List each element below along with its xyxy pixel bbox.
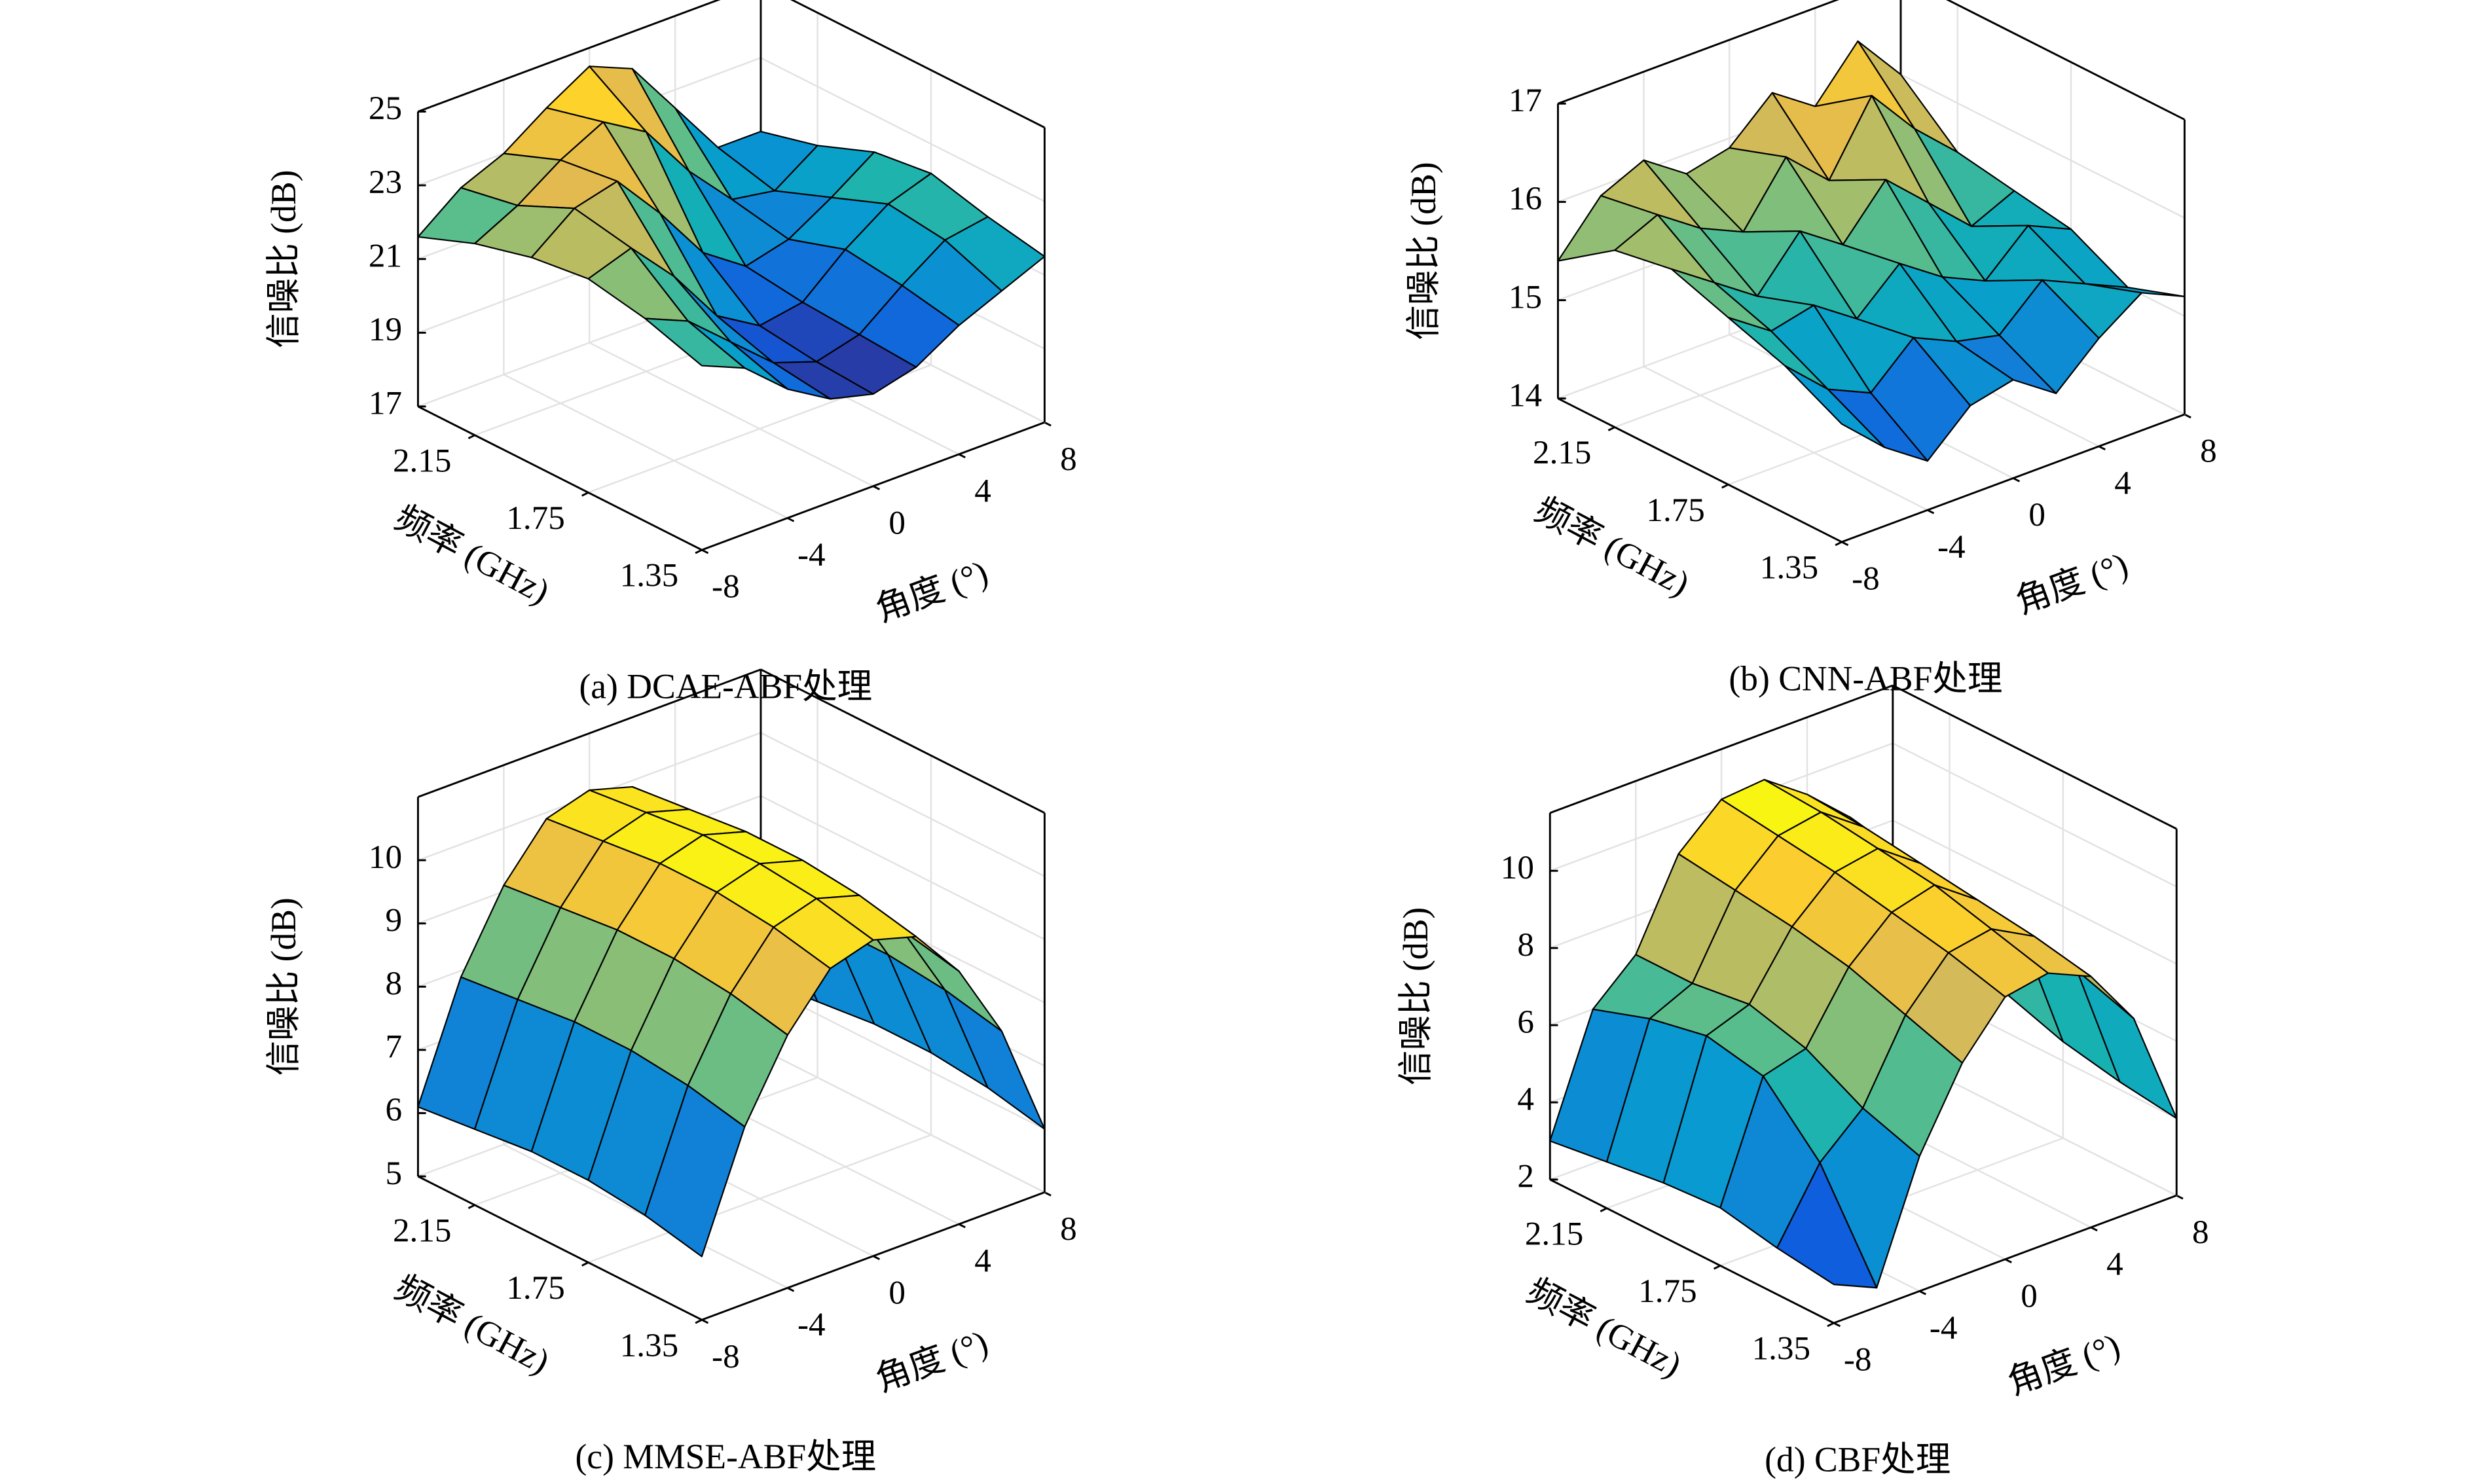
z-tick-label: 25 [369, 90, 402, 127]
z-tick-label: 14 [1509, 376, 1542, 414]
x-tick-label: 0 [889, 504, 906, 541]
y-tick-label: 1.75 [506, 499, 564, 537]
z-tick-label: 10 [369, 839, 402, 876]
surface-patch [644, 317, 746, 369]
tick-mark [2176, 1194, 2184, 1200]
x-tick-label: -8 [1852, 560, 1880, 598]
z-tick-label: 19 [369, 311, 402, 348]
y-tick-label: 1.35 [1752, 1330, 1810, 1367]
z-tick-label: 4 [1517, 1081, 1534, 1118]
box-edge [1549, 1178, 1835, 1324]
z-tick-label: 17 [369, 385, 402, 422]
z-tick-label: 5 [385, 1155, 402, 1192]
box-edge [1549, 684, 1894, 814]
x-tick-label: -8 [712, 1338, 740, 1375]
x-tick-label: 0 [889, 1274, 906, 1311]
box-edge [417, 668, 761, 798]
x-tick-label: 4 [2106, 1246, 2123, 1283]
y-tick-label: 2.15 [393, 1212, 451, 1249]
y-tick-label: 2.15 [1533, 434, 1591, 471]
x-axis-label: 角度 (°) [2002, 1326, 2125, 1402]
chart-title: (b) CNN-ABF处理 [1729, 659, 2002, 698]
z-tick-label: 8 [385, 965, 402, 1002]
x-tick-label: -4 [1937, 528, 1966, 566]
box-edge [1841, 413, 2185, 543]
box-edge [701, 421, 1045, 551]
z-tick-label: 10 [1501, 849, 1534, 886]
chart-title: (c) MMSE-ABF处理 [575, 1437, 876, 1476]
z-tick-label: 16 [1509, 180, 1542, 217]
box-edge [1557, 0, 1839, 105]
y-tick-label: 1.75 [1646, 492, 1704, 529]
x-tick-label: -4 [798, 536, 826, 573]
box-edge [1945, 0, 2186, 120]
x-tick-label: 8 [1060, 441, 1077, 478]
x-axis-label: 角度 (°) [870, 552, 993, 629]
z-axis-label: 信噪比 (dB) [1396, 907, 1435, 1085]
chart-title: (d) CBF处理 [1765, 1440, 1951, 1479]
z-tick-label: 6 [1517, 1004, 1534, 1041]
y-tick-label: 1.35 [1760, 549, 1818, 586]
z-axis-label: 信噪比 (dB) [264, 170, 303, 348]
x-tick-label: 0 [2028, 496, 2045, 534]
z-tick-label: 2 [1517, 1158, 1534, 1195]
y-tick-label: 1.35 [620, 1327, 678, 1364]
x-tick-label: 4 [2114, 464, 2131, 501]
y-tick-label: 2.15 [1525, 1215, 1583, 1252]
grid-line [417, 0, 1045, 128]
chart-title: (a) DCAE-ABF处理 [579, 667, 872, 706]
y-tick-label: 1.75 [1638, 1273, 1696, 1310]
z-tick-label: 7 [385, 1028, 402, 1066]
z-tick-label: 8 [1517, 926, 1534, 964]
tick-mark [1044, 1191, 1052, 1197]
box-edge [701, 1191, 1045, 1321]
x-tick-label: 0 [2021, 1277, 2038, 1314]
box-edge [790, 0, 1046, 129]
box-edge [1833, 1194, 2177, 1324]
z-axis-label: 信噪比 (dB) [264, 897, 303, 1076]
tick-mark [2184, 413, 2191, 419]
box-edge [760, 668, 1046, 814]
z-tick-label: 17 [1509, 82, 1542, 119]
surface-patch [1784, 365, 1886, 448]
x-tick-label: -4 [798, 1306, 826, 1343]
x-tick-label: 4 [974, 473, 991, 510]
tick-mark [1044, 421, 1052, 427]
x-tick-label: 8 [1060, 1210, 1077, 1248]
x-tick-label: 4 [974, 1242, 991, 1280]
surface-patch [1776, 1162, 1878, 1289]
z-tick-label: 21 [369, 237, 402, 274]
z-tick-label: 9 [385, 901, 402, 939]
box-edge [1892, 684, 2177, 830]
z-tick-label: 15 [1509, 278, 1542, 316]
y-tick-label: 2.15 [393, 442, 451, 479]
box-edge [1557, 397, 1842, 543]
z-tick-label: 6 [385, 1091, 402, 1129]
box-edge [417, 1175, 703, 1321]
y-tick-label: 1.75 [506, 1269, 564, 1307]
x-tick-label: -4 [1930, 1309, 1958, 1347]
x-axis-label: 角度 (°) [2010, 545, 2133, 621]
z-axis-label: 信噪比 (dB) [1404, 162, 1443, 340]
x-tick-label: 8 [2192, 1214, 2209, 1251]
box-edge [417, 0, 721, 113]
x-tick-label: 8 [2200, 433, 2217, 470]
x-tick-label: -8 [1844, 1341, 1872, 1379]
x-tick-label: -8 [712, 568, 740, 606]
box-edge [417, 405, 703, 551]
surface-patch [644, 1085, 746, 1258]
z-tick-label: 23 [369, 164, 402, 201]
y-tick-label: 1.35 [620, 557, 678, 594]
x-axis-label: 角度 (°) [870, 1322, 993, 1399]
